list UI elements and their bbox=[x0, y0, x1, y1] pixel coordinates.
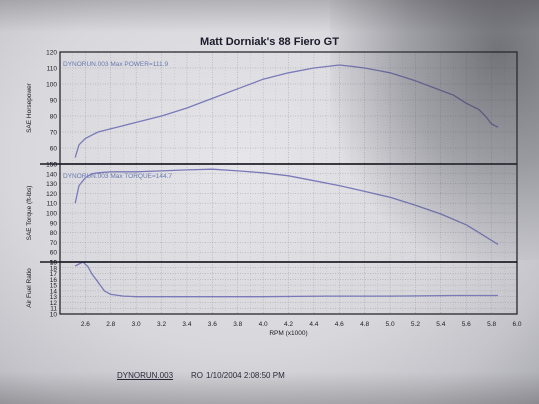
y-tick-label: 60 bbox=[50, 146, 58, 153]
y-tick-label: 70 bbox=[50, 240, 58, 247]
y-tick-label: 90 bbox=[50, 98, 58, 105]
x-tick-label: 4.0 bbox=[259, 321, 268, 328]
series-line bbox=[74, 261, 498, 298]
x-tick-label: 2.8 bbox=[106, 321, 115, 328]
y-tick-label: 12 bbox=[50, 300, 58, 307]
y-tick-label: 50 bbox=[50, 162, 58, 169]
x-tick-label: 3.0 bbox=[132, 321, 141, 328]
y-tick-label: 19 bbox=[50, 260, 58, 267]
y-tick-label: 10 bbox=[50, 312, 58, 319]
chart-title: Matt Dorniak's 88 Fiero GT bbox=[200, 36, 339, 48]
y-tick-label: 70 bbox=[50, 130, 58, 137]
y-tick-label: 14 bbox=[50, 288, 58, 295]
y-tick-label: 110 bbox=[47, 66, 58, 73]
max-value-annotation: DYNORUN.003 Max TORQUE=144.7 bbox=[63, 173, 172, 180]
y-tick-label: 16 bbox=[50, 277, 58, 284]
y-axis-label: SAE Torque (ft-lbs) bbox=[26, 186, 33, 241]
x-tick-label: 5.4 bbox=[436, 321, 445, 328]
x-tick-label: 4.4 bbox=[309, 321, 318, 328]
y-tick-label: 17 bbox=[50, 271, 58, 278]
y-tick-label: 11 bbox=[50, 306, 57, 313]
x-tick-label: 3.2 bbox=[157, 321, 166, 328]
x-tick-label: 4.6 bbox=[335, 321, 344, 328]
footer-datetime: 1/10/2004 2:08:50 PM bbox=[206, 371, 285, 380]
y-axis-label: Air Fuel Ratio bbox=[26, 268, 33, 308]
y-tick-label: 130 bbox=[46, 181, 57, 188]
y-tick-label: 120 bbox=[46, 50, 57, 57]
x-tick-label: 3.8 bbox=[233, 321, 242, 328]
x-tick-label: 3.6 bbox=[208, 321, 217, 328]
y-tick-label: 90 bbox=[50, 220, 58, 227]
y-tick-label: 140 bbox=[46, 171, 57, 178]
y-tick-label: 100 bbox=[46, 82, 57, 89]
y-tick-label: 80 bbox=[50, 114, 58, 121]
x-tick-label: 6.0 bbox=[512, 321, 521, 328]
x-tick-label: 5.6 bbox=[462, 321, 471, 328]
footer-run-name: DYNORUN.003 bbox=[117, 371, 174, 380]
x-tick-label: 4.8 bbox=[360, 321, 369, 328]
x-tick-label: 5.2 bbox=[411, 321, 420, 328]
max-value-annotation: DYNORUN.003 Max POWER=111.9 bbox=[63, 61, 168, 68]
x-axis-label: RPM (x1000) bbox=[269, 330, 307, 337]
x-tick-label: 5.0 bbox=[386, 321, 395, 328]
series-line bbox=[74, 64, 499, 158]
y-tick-label: 50 bbox=[50, 260, 58, 267]
y-tick-label: 15 bbox=[50, 283, 58, 290]
series-line bbox=[74, 168, 499, 245]
y-tick-label: 18 bbox=[50, 265, 58, 272]
y-tick-label: 100 bbox=[46, 211, 57, 218]
y-tick-label: 120 bbox=[46, 191, 57, 198]
y-tick-label: 110 bbox=[47, 201, 58, 208]
y-tick-label: 80 bbox=[50, 230, 58, 237]
y-axis-label: SAE Horsepower bbox=[26, 82, 33, 133]
x-tick-label: 5.8 bbox=[487, 321, 496, 328]
x-tick-label: 2.6 bbox=[81, 321, 90, 328]
y-tick-label: 13 bbox=[50, 294, 58, 301]
x-tick-label: 3.4 bbox=[182, 321, 191, 328]
y-tick-label: 60 bbox=[50, 250, 58, 257]
y-tick-label: 150 bbox=[46, 162, 57, 169]
x-tick-label: 4.2 bbox=[284, 321, 293, 328]
footer-code: RO bbox=[191, 371, 203, 380]
